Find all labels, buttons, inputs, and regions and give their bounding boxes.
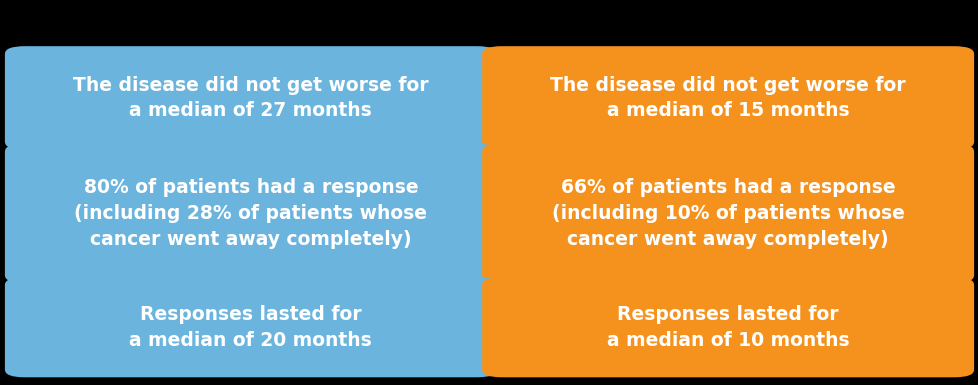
Text: Responses lasted for
a median of 20 months: Responses lasted for a median of 20 mont… <box>129 305 372 350</box>
FancyBboxPatch shape <box>481 277 973 377</box>
Text: 66% of patients had a response
(including 10% of patients whose
cancer went away: 66% of patients had a response (includin… <box>552 178 904 249</box>
FancyBboxPatch shape <box>481 46 973 149</box>
Text: The disease did not get worse for
a median of 15 months: The disease did not get worse for a medi… <box>550 75 905 120</box>
FancyBboxPatch shape <box>5 277 496 377</box>
FancyBboxPatch shape <box>5 144 496 283</box>
FancyBboxPatch shape <box>5 46 496 149</box>
Text: The disease did not get worse for
a median of 27 months: The disease did not get worse for a medi… <box>73 75 428 120</box>
FancyBboxPatch shape <box>481 144 973 283</box>
Text: 80% of patients had a response
(including 28% of patients whose
cancer went away: 80% of patients had a response (includin… <box>74 178 427 249</box>
Text: Responses lasted for
a median of 10 months: Responses lasted for a median of 10 mont… <box>606 305 849 350</box>
